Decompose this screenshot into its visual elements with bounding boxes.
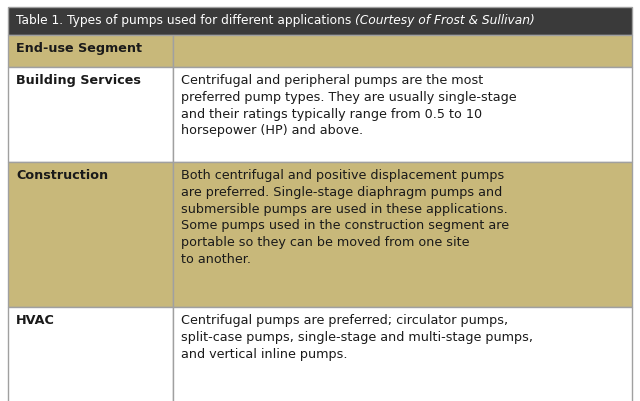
Bar <box>8 8 632 36</box>
Bar <box>173 36 632 68</box>
Text: Centrifugal and peripheral pumps are the most
preferred pump types. They are usu: Centrifugal and peripheral pumps are the… <box>181 74 517 137</box>
Text: Centrifugal pumps are preferred; circulator pumps,
split-case pumps, single-stag: Centrifugal pumps are preferred; circula… <box>181 313 533 360</box>
Bar <box>8 36 173 68</box>
Bar <box>173 162 632 307</box>
Bar <box>8 68 173 162</box>
Text: Table 1. Types of pumps used for different applications: Table 1. Types of pumps used for differe… <box>16 14 355 27</box>
Bar <box>8 162 173 307</box>
Text: Building Services: Building Services <box>16 74 141 87</box>
Text: End-use Segment: End-use Segment <box>16 42 142 55</box>
Text: Construction: Construction <box>16 168 108 182</box>
Bar <box>173 307 632 401</box>
Text: HVAC: HVAC <box>16 313 55 326</box>
Text: (Courtesy of Frost & Sullivan): (Courtesy of Frost & Sullivan) <box>355 14 535 27</box>
Bar <box>173 68 632 162</box>
Text: Both centrifugal and positive displacement pumps
are preferred. Single-stage dia: Both centrifugal and positive displaceme… <box>181 168 509 265</box>
Bar <box>8 307 173 401</box>
